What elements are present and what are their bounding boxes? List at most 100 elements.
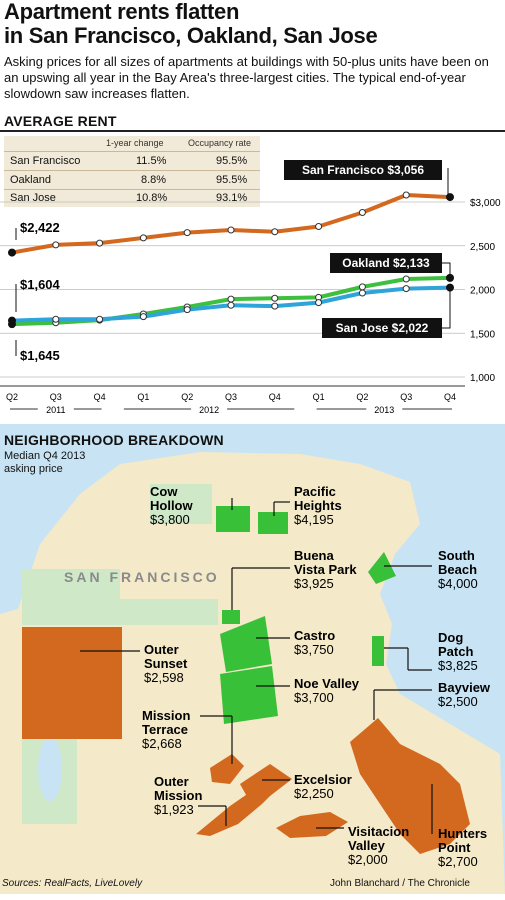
year-label: 2011	[46, 405, 65, 415]
callout-oakland-text: Oakland $2,133	[342, 256, 430, 270]
neighborhood-name: Point	[438, 840, 471, 855]
headline: Apartment rents flatten in San Francisco…	[4, 0, 504, 48]
neighborhood-price: $1,923	[154, 802, 194, 817]
data-point	[52, 315, 60, 323]
data-point	[271, 294, 279, 302]
neighborhood-price: $2,500	[438, 694, 478, 709]
map-city-label: SAN FRANCISCO	[64, 569, 220, 585]
neighborhood-name: South	[438, 548, 475, 563]
neighborhood-name: Hunters	[438, 826, 487, 841]
y-tick-label: 1,000	[470, 373, 495, 384]
data-point	[402, 275, 410, 283]
neighborhood-name: Hollow	[150, 498, 193, 513]
x-tick-label: Q4	[269, 392, 281, 402]
table-occupancy: 93.1%	[216, 192, 248, 204]
data-point	[402, 191, 410, 199]
x-tick-label: Q3	[50, 392, 62, 402]
callout-sanjose-text: San Jose $2,022	[336, 321, 429, 335]
table-row: San Francisco 11.5% 95.5%	[4, 153, 260, 169]
stats-table: 1-year change Occupancy rate San Francis…	[4, 136, 260, 207]
neighborhood-name: Bayview	[438, 680, 491, 695]
neighborhood-name: Noe Valley	[294, 676, 360, 691]
x-tick-label: Q1	[137, 392, 149, 402]
data-point	[271, 228, 279, 236]
neighborhood-name: Buena	[294, 548, 335, 563]
y-tick-label: 2,500	[470, 242, 495, 253]
table-occupancy: 95.5%	[216, 174, 248, 186]
neighborhood-name: Outer	[154, 774, 189, 789]
data-point	[315, 223, 323, 230]
section-average-rent: AVERAGE RENT	[4, 113, 117, 129]
chart-series	[8, 191, 454, 329]
map-region-bayview-hunters-point	[350, 718, 470, 854]
x-tick-label: Q2	[6, 392, 18, 402]
map-park-presidio-north	[150, 484, 212, 524]
neighborhood-price: $2,668	[142, 736, 182, 751]
table-header-occupancy: Occupancy rate	[188, 138, 252, 148]
neighborhood-name: Dog	[438, 630, 463, 645]
callout-oakland-box	[330, 253, 442, 273]
neighborhood-name: Visitacion	[348, 824, 409, 839]
data-point	[139, 234, 147, 242]
data-point	[8, 316, 16, 325]
data-point	[227, 226, 235, 234]
map-leader-lines	[80, 498, 433, 834]
table-city: San Francisco	[10, 155, 81, 167]
table-header-row: 1-year change Occupancy rate	[4, 136, 260, 152]
map-region-excelsior	[240, 764, 292, 802]
neighborhood-name: Valley	[348, 838, 386, 853]
table-city: Oakland	[10, 174, 51, 186]
neighborhood-price: $2,000	[348, 852, 388, 867]
headline-line1: Apartment rents flatten	[4, 0, 240, 24]
neighborhood-name: Outer	[144, 642, 179, 657]
map-region-mission-terrace	[210, 754, 244, 784]
data-point	[227, 301, 235, 309]
table-header-change: 1-year change	[106, 138, 164, 148]
callout-leader	[441, 262, 451, 278]
neighborhood-name: Patch	[438, 644, 473, 659]
table-divider	[4, 151, 260, 152]
x-tick-label: Q3	[400, 392, 412, 402]
neighborhood-name: Vista Park	[294, 562, 357, 577]
table-occupancy: 95.5%	[216, 155, 248, 167]
data-point	[96, 239, 104, 247]
neighborhood-price: $2,250	[294, 786, 334, 801]
map-region-cow-hollow	[216, 506, 250, 532]
map-region-south-beach	[368, 552, 396, 584]
section-rule	[0, 130, 505, 132]
neighborhood-price: $3,750	[294, 642, 334, 657]
map-note: Median Q4 2013 asking price	[4, 450, 86, 475]
sources: Sources: RealFacts, LiveLovely	[2, 878, 143, 889]
y-tick-label: 2,000	[470, 286, 495, 297]
data-point	[358, 289, 366, 297]
chart-y-ticks: $3,000 2,500 2,000 1,500 1,000	[470, 198, 501, 384]
neighborhood-name: Beach	[438, 562, 477, 577]
data-point	[271, 302, 279, 310]
data-point	[52, 241, 60, 249]
table-row: Oakland 8.8% 95.5%	[4, 172, 260, 188]
data-point	[402, 285, 410, 293]
start-label-sanjose: $1,645	[20, 348, 60, 363]
callout-leader	[441, 287, 451, 329]
neighborhood-price: $4,000	[438, 576, 478, 591]
start-label-oakland: $1,604	[20, 277, 61, 292]
x-tick-label: Q4	[444, 392, 456, 402]
neighborhood-name: Pacific	[294, 484, 336, 499]
neighborhood-price: $3,925	[294, 576, 334, 591]
data-point	[315, 299, 323, 307]
subtitle: Asking prices for all sizes of apartment…	[4, 54, 489, 101]
neighborhood-name: Mission	[142, 708, 190, 723]
section-neighborhood: NEIGHBORHOOD BREAKDOWN	[4, 432, 224, 448]
data-point	[358, 283, 366, 291]
map-region-castro	[220, 616, 272, 672]
neighborhood-price: $2,598	[144, 670, 184, 685]
x-tick-label: Q2	[356, 392, 368, 402]
neighborhood-price: $2,700	[438, 854, 478, 869]
map-lake	[38, 737, 62, 801]
year-label: 2013	[374, 405, 394, 415]
x-tick-label: Q4	[94, 392, 106, 402]
table-divider	[4, 170, 260, 171]
table-divider	[4, 189, 260, 190]
data-point	[139, 313, 147, 321]
headline-line2: in San Francisco, Oakland, San Jose	[4, 23, 378, 48]
